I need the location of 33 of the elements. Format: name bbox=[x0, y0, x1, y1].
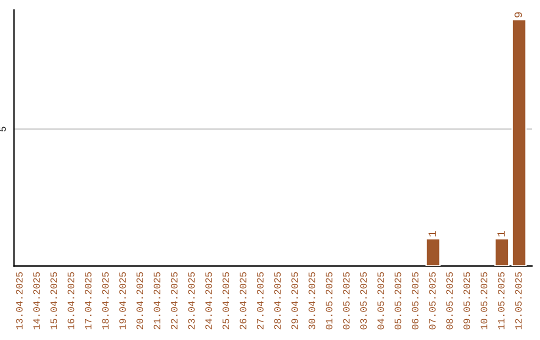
x-tick-label: 25.04.2025 bbox=[222, 272, 230, 330]
x-tick-label: 13.04.2025 bbox=[16, 272, 23, 330]
x-tick-label: 19.04.2025 bbox=[119, 272, 126, 330]
x-tick-label: 17.04.2025 bbox=[84, 272, 92, 330]
x-tick-label: 23.04.2025 bbox=[188, 272, 195, 330]
x-tick-label: 29.04.2025 bbox=[291, 272, 298, 330]
x-tick-label: 06.05.2025 bbox=[412, 272, 418, 330]
data-label: 1 bbox=[497, 231, 505, 236]
x-tick-label: 14.04.2025 bbox=[33, 272, 40, 330]
x-tick-label: 22.04.2025 bbox=[170, 272, 178, 330]
data-label: 9 bbox=[514, 12, 522, 18]
x-tick-label: 20.04.2025 bbox=[136, 272, 144, 330]
x-tick-label: 05.05.2025 bbox=[394, 272, 402, 330]
x-tick-label: 18.04.2025 bbox=[102, 272, 109, 330]
x-tick-label: 07.05.2025 bbox=[429, 272, 436, 330]
x-tick-label: 26.04.2025 bbox=[240, 272, 246, 330]
x-tick-label: 11.05.2025 bbox=[498, 272, 504, 330]
x-tick-label: 30.04.2025 bbox=[308, 272, 316, 330]
x-tick-label: 12.05.2025 bbox=[515, 272, 522, 330]
x-tick-label: 09.05.2025 bbox=[463, 272, 470, 330]
x-tick-label: 28.04.2025 bbox=[274, 272, 281, 330]
x-tick-label: 02.05.2025 bbox=[343, 272, 350, 330]
x-tick-label: 01.05.2025 bbox=[326, 272, 332, 330]
x-tick-label: 24.04.2025 bbox=[205, 272, 212, 330]
x-tick-label: 16.04.2025 bbox=[68, 272, 74, 330]
x-tick-label: 10.05.2025 bbox=[480, 272, 488, 330]
x-tick-label: 04.05.2025 bbox=[377, 272, 384, 330]
x-tick-label: 03.05.2025 bbox=[360, 272, 367, 330]
data-label: 1 bbox=[428, 231, 436, 236]
x-tick-label: 27.04.2025 bbox=[256, 272, 264, 330]
x-tick-label: 08.05.2025 bbox=[446, 272, 453, 330]
x-tick-label: 15.04.2025 bbox=[50, 272, 58, 330]
x-tick-label: 21.04.2025 bbox=[154, 272, 160, 330]
